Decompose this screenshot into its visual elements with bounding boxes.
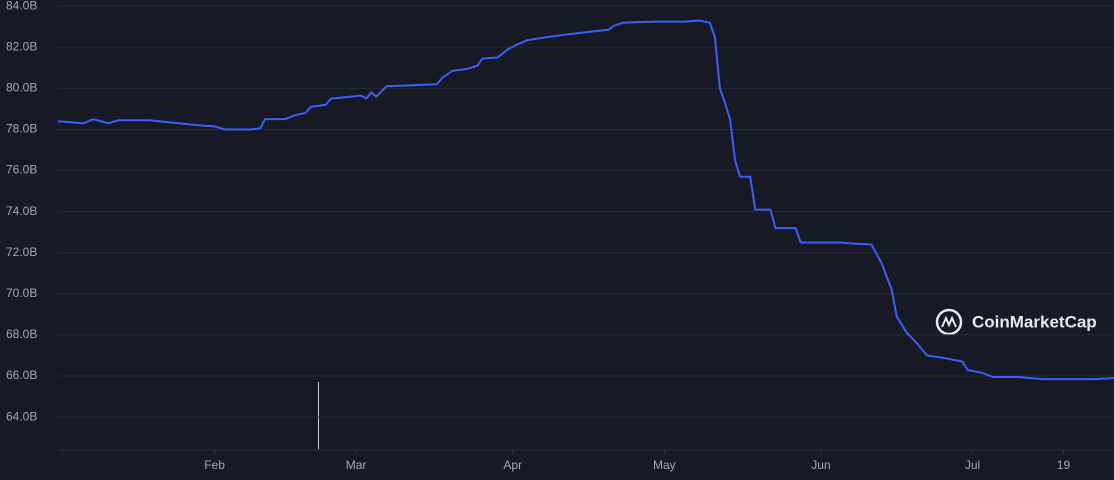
y-tick-label: 76.0B bbox=[6, 163, 37, 177]
x-tick-label: 19 bbox=[1057, 458, 1071, 472]
x-tick-label: Jun bbox=[811, 458, 830, 472]
x-tick-label: Mar bbox=[346, 458, 367, 472]
y-tick-label: 84.0B bbox=[6, 0, 37, 12]
x-tick-label: May bbox=[653, 458, 676, 472]
x-tick-label: Jul bbox=[965, 458, 980, 472]
x-tick-label: Apr bbox=[503, 458, 522, 472]
y-tick-label: 72.0B bbox=[6, 245, 37, 259]
y-tick-label: 74.0B bbox=[6, 204, 37, 218]
x-tick-label: Feb bbox=[204, 458, 225, 472]
y-tick-label: 78.0B bbox=[6, 122, 37, 136]
y-tick-label: 80.0B bbox=[6, 81, 37, 95]
y-tick-label: 64.0B bbox=[6, 409, 37, 423]
y-tick-label: 82.0B bbox=[6, 39, 37, 53]
y-tick-label: 68.0B bbox=[6, 327, 37, 341]
watermark: CoinMarketCap bbox=[972, 312, 1097, 331]
watermark-logo bbox=[935, 308, 963, 336]
data-line bbox=[57, 19, 1114, 381]
y-tick-label: 66.0B bbox=[6, 368, 37, 382]
y-tick-label: 70.0B bbox=[6, 286, 37, 300]
